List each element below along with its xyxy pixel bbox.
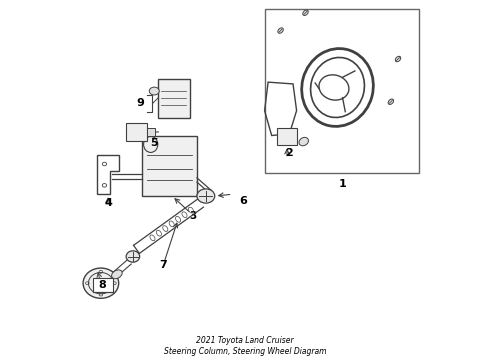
Text: 7: 7: [159, 260, 167, 270]
Bar: [265, 9, 419, 173]
Bar: [93, 278, 113, 292]
Text: 6: 6: [239, 196, 247, 206]
Bar: [142, 135, 197, 196]
Ellipse shape: [149, 87, 159, 95]
Ellipse shape: [299, 138, 308, 146]
Ellipse shape: [83, 268, 119, 298]
Bar: [126, 123, 147, 141]
Ellipse shape: [197, 189, 215, 203]
Bar: [277, 128, 297, 145]
Text: 8: 8: [99, 280, 106, 290]
Ellipse shape: [395, 56, 401, 62]
Text: 4: 4: [104, 198, 112, 208]
Bar: [147, 128, 155, 135]
Ellipse shape: [126, 251, 140, 262]
Ellipse shape: [388, 99, 393, 104]
Text: 5: 5: [150, 138, 158, 148]
Text: 2021 Toyota Land Cruiser
Steering Column, Steering Wheel Diagram: 2021 Toyota Land Cruiser Steering Column…: [164, 336, 326, 356]
Ellipse shape: [303, 10, 308, 15]
Text: 9: 9: [136, 99, 144, 108]
Text: 3: 3: [190, 211, 197, 221]
Ellipse shape: [278, 28, 283, 33]
Bar: [158, 78, 190, 118]
Text: 2: 2: [286, 148, 294, 158]
Ellipse shape: [112, 270, 122, 279]
Text: 1: 1: [338, 179, 346, 189]
